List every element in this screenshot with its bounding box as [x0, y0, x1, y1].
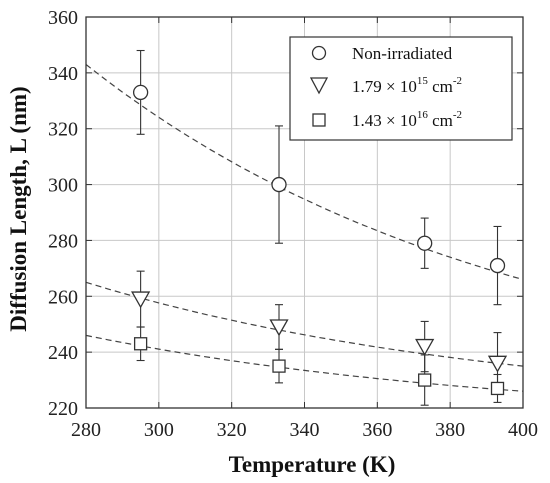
x-tick-label: 360 — [362, 419, 392, 441]
x-tick-label: 320 — [217, 419, 247, 441]
data-point-circle — [417, 235, 433, 251]
legend-triangle-marker — [309, 77, 329, 95]
legend-entry-1-43e16: 1.43 × 1016 cm-2 — [312, 109, 462, 130]
legend-circle-marker — [311, 45, 327, 61]
x-tick-label: 380 — [435, 419, 465, 441]
fit-curve-0 — [85, 64, 524, 281]
fit-curves — [85, 64, 524, 392]
y-tick-label: 360 — [48, 7, 78, 29]
x-tick-label: 300 — [144, 419, 174, 441]
legend-entry-1-79e15: 1.79 × 1015 cm-2 — [309, 75, 462, 96]
data-point-circle — [132, 84, 149, 101]
y-tick-labels: 220 240 260 280 300 320 340 360 — [48, 7, 78, 420]
y-tick-label: 220 — [48, 398, 78, 420]
data-point-triangle — [415, 338, 435, 356]
svg-text:Non-irradiated: Non-irradiated — [352, 44, 453, 63]
fit-curve-1 — [85, 281, 524, 367]
y-tick-label: 300 — [48, 175, 78, 197]
svg-text:1.43 × 1016 cm-2: 1.43 × 1016 cm-2 — [352, 109, 462, 130]
legend: Non-irradiated 1.79 × 1015 cm-2 1.43 × 1… — [289, 36, 513, 141]
data-point-square — [272, 359, 286, 373]
data-point-triangle — [269, 319, 289, 337]
data-point-square — [133, 337, 148, 351]
axes-box — [85, 16, 524, 409]
data-point-square — [490, 381, 505, 396]
x-tick-label: 400 — [508, 419, 538, 441]
data-point-square — [418, 373, 432, 387]
x-axis-label: Temperature (K) — [229, 452, 396, 477]
y-tick-label: 240 — [48, 342, 78, 364]
legend-box — [289, 36, 513, 141]
legend-entry-non-irradiated: Non-irradiated — [311, 44, 453, 63]
legend-label-1-43e16: 1.43 × 10 — [352, 111, 417, 130]
data-point-triangle — [487, 355, 508, 373]
y-tick-label: 280 — [48, 230, 78, 252]
legend-label-non-irradiated: Non-irradiated — [352, 44, 453, 63]
legend-square-marker — [312, 113, 326, 127]
x-tick-label: 280 — [71, 419, 101, 441]
data-point-triangle — [131, 291, 151, 309]
data-point-circle — [271, 176, 287, 193]
svg-text:1.79 × 1015 cm-2: 1.79 × 1015 cm-2 — [352, 75, 462, 96]
y-tick-label: 340 — [48, 63, 78, 85]
x-tick-labels: 280 300 320 340 360 380 400 — [71, 419, 538, 441]
plot-frame — [85, 16, 524, 409]
y-tick-label: 320 — [48, 119, 78, 141]
data-markers — [131, 84, 508, 396]
data-point-circle — [489, 257, 506, 274]
legend-label-1-79e15: 1.79 × 10 — [352, 77, 417, 96]
x-tick-label: 340 — [290, 419, 320, 441]
fit-curve-2 — [85, 334, 524, 392]
y-axis-label: Diffusion Length, L (nm) — [6, 86, 31, 331]
y-tick-label: 260 — [48, 286, 78, 308]
